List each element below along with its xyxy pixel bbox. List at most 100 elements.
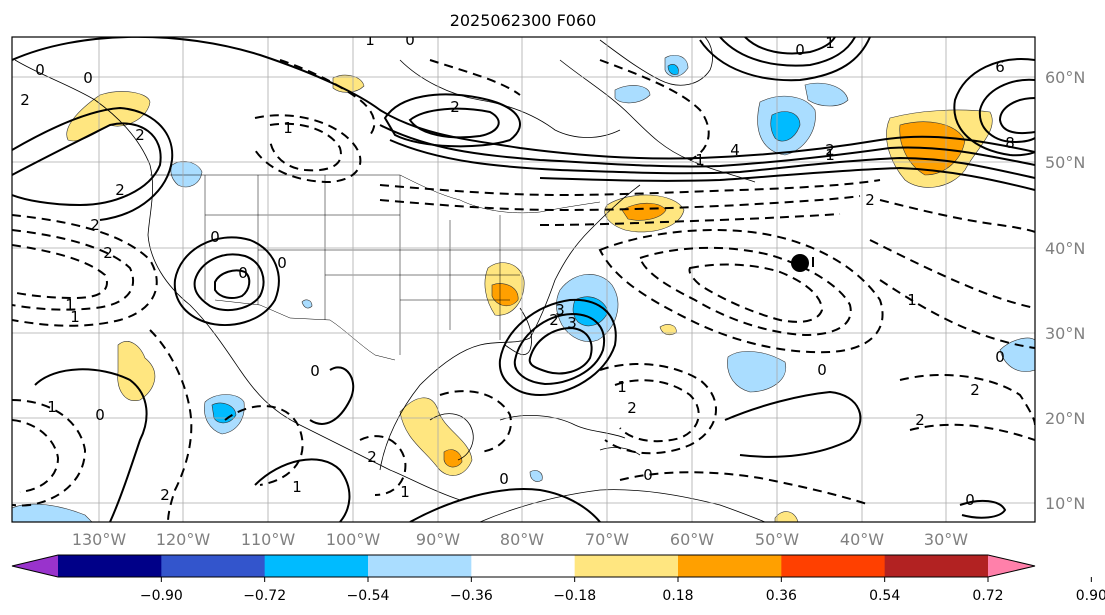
contour-label: 2 [915, 411, 925, 429]
colorbar: −0.90 −0.72 −0.54 −0.36 −0.18 0.18 0.36 0.54 0.7… [11, 554, 1105, 604]
colorbar-tick-label: −0.72 [243, 588, 286, 604]
contour-southwest-high-1 [173, 236, 280, 326]
contour-label: 1 [617, 378, 627, 396]
contour-label: 0 [995, 348, 1005, 366]
map-title: 2025062300 F060 [450, 11, 597, 30]
contour-label: 0 [643, 466, 653, 484]
contour-label: 1 [825, 34, 835, 52]
contour-east-atlantic-high-3 [998, 97, 1035, 135]
dashed-yucatan [439, 390, 512, 453]
latitude-label: 30°N [1045, 324, 1085, 343]
cool-anomaly-east-coast-core [572, 296, 609, 327]
cool-anomaly-baffin [804, 82, 849, 107]
contour-label: 1 [907, 291, 917, 309]
contour-label: 1 [825, 146, 835, 164]
dashed-plains-2 [269, 122, 342, 172]
contour-label: 0 [83, 69, 93, 87]
coastline-west-coast [14, 59, 461, 501]
colorbar-segment [368, 555, 472, 577]
contour-label: 1 [400, 483, 410, 501]
contour-far-east-zero [959, 499, 1007, 519]
contour-label: 1 [70, 308, 80, 326]
storm-center-tick [812, 257, 814, 267]
dashed-east-trop-2 [909, 423, 1035, 441]
contour-label: 2 [115, 181, 125, 199]
contour-southwest-high-2 [193, 253, 265, 312]
contour-label: 8 [1005, 134, 1015, 152]
warm-anomaly-south-edge [774, 511, 799, 522]
contour-label: 1 [47, 398, 57, 416]
contour-label: 0 [310, 362, 320, 380]
contour-east-atlantic-high-1 [953, 58, 1035, 157]
contour-label: 2 [90, 216, 100, 234]
dashed-caribbean-1 [599, 363, 717, 455]
contour-greenland-high-2 [719, 37, 856, 67]
negative-contours [12, 59, 1035, 522]
contour-label: 0 [95, 406, 105, 424]
contour-label: 0 [795, 41, 805, 59]
dashed-east-trop-1 [899, 374, 1035, 426]
cool-anomaly-southwest-corner [12, 503, 93, 522]
colorbar-tick-label: −0.90 [140, 588, 183, 604]
dashed-gulf [359, 435, 407, 496]
contour-label: 2 [450, 98, 460, 116]
contour-southwest-high-3 [214, 269, 251, 299]
cool-anomaly-greenland-core [667, 64, 679, 75]
border-us-canada [150, 174, 601, 214]
dashed-pacific-south-2 [12, 419, 60, 493]
dashed-jet-1 [379, 179, 881, 197]
dashed-jet-3 [539, 213, 841, 226]
contour-label: 0 [238, 264, 248, 282]
colorbar-segment [884, 555, 989, 577]
dashed-atlantic-low-3 [688, 263, 824, 323]
shaded-anomalies [12, 55, 1035, 522]
colorbar-tick-label: −0.18 [553, 588, 596, 604]
warm-anomaly-east-pacific [117, 341, 156, 401]
coastline-yucatan [429, 413, 474, 461]
colorbar-tick-label: −0.36 [450, 588, 493, 604]
colorbar-segment [471, 555, 576, 577]
contour-west-coast-high-2 [12, 106, 174, 221]
contour-label: 2 [135, 126, 145, 144]
cool-anomaly-far-east [999, 337, 1035, 372]
contour-label: 1 [292, 478, 302, 496]
map-frame [11, 36, 1036, 523]
cool-anomaly-caribbean [529, 470, 543, 482]
longitude-labels: 130°W 120°W 110°W 100°W 90°W 80°W 70°W 60°W 50°W… [72, 530, 968, 549]
dashed-jet-2 [379, 195, 861, 212]
longitude-label: 40°W [840, 530, 884, 549]
contour-label: 0 [499, 470, 509, 488]
colorbar-tick-label: 0.18 [662, 588, 693, 604]
dashed-east-atlantic-3 [879, 279, 1035, 349]
colorbar-outline [11, 554, 1036, 578]
dashed-south-atl [619, 471, 871, 506]
longitude-label: 80°W [500, 530, 544, 549]
contour-label: 1 [365, 31, 375, 49]
dashed-canada-2 [429, 59, 521, 96]
dashed-pacific-1 [12, 214, 158, 327]
colorbar-tick-label: 0.90 [1076, 588, 1105, 604]
colorbar-segment [781, 555, 886, 577]
colorbar-tick-label: 0.36 [766, 588, 797, 604]
contour-label: 3 [567, 314, 577, 332]
contour-label: 0 [817, 361, 827, 379]
positive-contours [12, 37, 1035, 522]
warm-anomaly-central-america-core [443, 449, 463, 468]
contour-label: 1 [283, 119, 293, 137]
contour-label: 2 [103, 244, 113, 262]
contour-label: 1 [695, 151, 705, 169]
contour-north-band-4 [539, 166, 1035, 191]
contour-north-band-3 [389, 139, 1035, 179]
contour-north-band-2 [379, 124, 1035, 168]
contour-east-coast-high-3 [528, 326, 593, 375]
contour-north-band-1 [12, 37, 1035, 160]
colorbar-tick-label: 0.72 [972, 588, 1003, 604]
contour-label: 2 [865, 191, 875, 209]
latitude-label: 10°N [1045, 494, 1085, 513]
contour-label: 0 [965, 491, 975, 509]
storm-center-dot [791, 254, 809, 272]
dashed-plains-1 [254, 114, 362, 184]
contour-caribbean-zero [409, 488, 601, 522]
